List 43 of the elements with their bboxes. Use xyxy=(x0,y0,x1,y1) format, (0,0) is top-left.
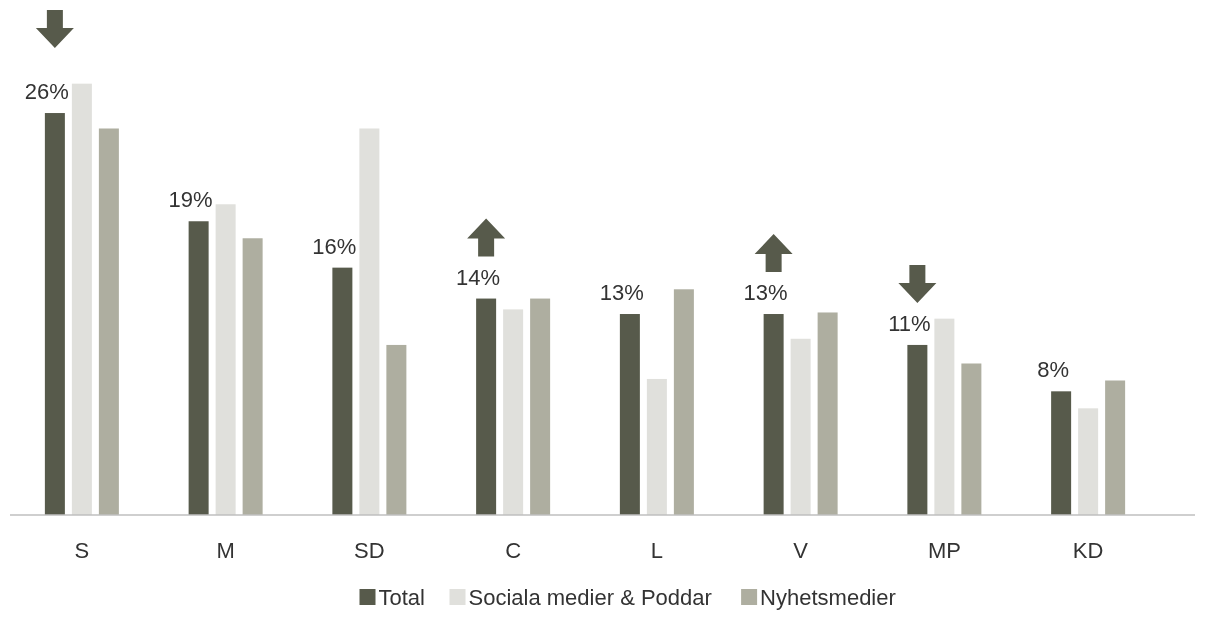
bar xyxy=(961,363,982,515)
bar xyxy=(817,312,838,515)
legend-label: Sociala medier & Poddar xyxy=(468,585,712,610)
bar xyxy=(763,314,784,515)
data-label: 13% xyxy=(599,280,644,306)
x-tick-label: V xyxy=(793,538,809,563)
data-label: 16% xyxy=(312,233,357,259)
bar xyxy=(673,289,694,515)
data-label: 14% xyxy=(456,264,501,290)
bar xyxy=(359,128,380,515)
bar xyxy=(386,344,407,515)
legend-label: Nyhetsmedier xyxy=(760,585,896,610)
bar xyxy=(1051,391,1072,515)
bar xyxy=(619,314,640,515)
legend-label: Total xyxy=(378,585,425,610)
x-tick-label: SD xyxy=(354,538,385,563)
bar xyxy=(646,378,667,515)
bar xyxy=(907,344,928,515)
x-tick-label: M xyxy=(216,538,235,563)
bar xyxy=(476,298,497,515)
bar xyxy=(44,113,65,515)
bar xyxy=(790,338,811,515)
bar xyxy=(934,318,955,515)
data-label: 26% xyxy=(24,79,69,105)
data-label: 11% xyxy=(888,310,931,336)
x-tick-label: L xyxy=(650,538,663,563)
x-tick-label: S xyxy=(74,538,90,563)
bar xyxy=(1105,380,1126,515)
data-label: 19% xyxy=(168,187,213,213)
bar xyxy=(242,238,263,515)
bar xyxy=(1078,408,1099,515)
bar xyxy=(215,204,236,515)
x-tick-label: C xyxy=(505,538,522,563)
bar xyxy=(503,309,524,515)
bar xyxy=(188,221,209,515)
bar xyxy=(332,267,353,515)
x-tick-label: KD xyxy=(1072,538,1104,563)
x-tick-label: MP xyxy=(927,538,961,563)
bar xyxy=(71,83,92,515)
bar xyxy=(530,298,551,515)
data-label: 8% xyxy=(1037,357,1070,383)
bar xyxy=(98,128,119,515)
data-label: 13% xyxy=(743,280,788,306)
